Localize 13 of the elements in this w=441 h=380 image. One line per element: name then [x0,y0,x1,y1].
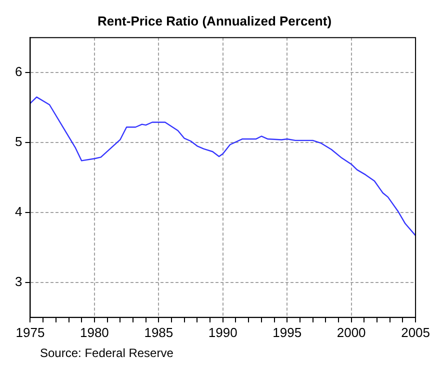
chart-title: Rent-Price Ratio (Annualized Percent) [97,13,332,28]
y-tick-label: 4 [14,204,22,220]
x-tick-label: 2005 [401,324,430,340]
x-tick-label: 1975 [16,324,45,340]
x-tick-label: 2000 [336,324,366,340]
source-note: Source: Federal Reserve [40,346,174,360]
x-tick-label: 1990 [208,324,238,340]
y-tick-label: 6 [14,64,22,80]
x-tick-label: 1995 [272,324,302,340]
x-tick-label: 1980 [80,324,109,340]
y-tick-label: 3 [14,274,22,290]
x-tick-label: 1985 [144,324,174,340]
y-tick-label: 5 [14,134,22,150]
